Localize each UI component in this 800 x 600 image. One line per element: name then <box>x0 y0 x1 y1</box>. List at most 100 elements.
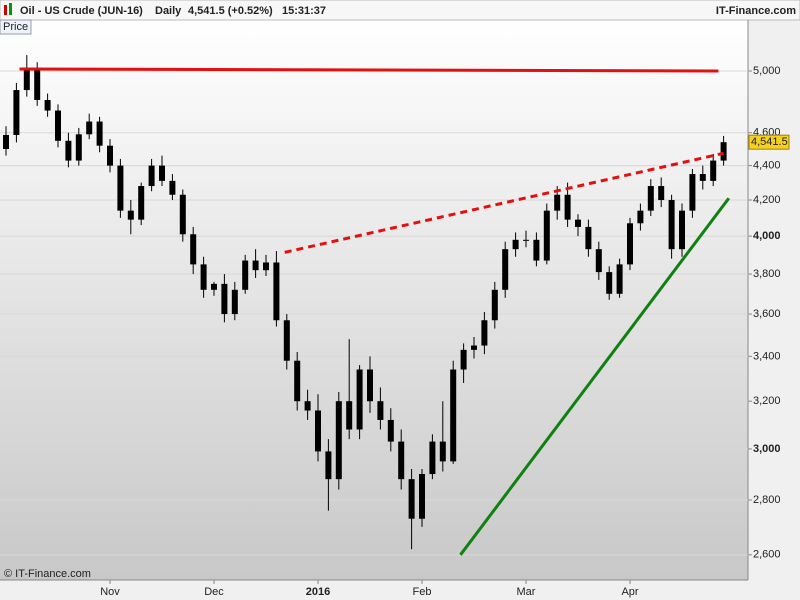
candle-body <box>211 283 217 290</box>
y-tick-label: 4,200 <box>753 194 781 206</box>
candle-body <box>65 140 72 161</box>
candle-body <box>252 260 259 271</box>
candle-body <box>3 134 9 149</box>
candle-body <box>148 165 155 187</box>
trendline <box>459 197 730 556</box>
candle-body <box>564 194 571 220</box>
candle-body <box>159 165 165 181</box>
candle-body <box>86 121 93 135</box>
candle-body <box>637 210 644 224</box>
y-tick-label: 2,800 <box>753 494 781 506</box>
candle-body <box>460 349 467 370</box>
y-tick-label: 4,400 <box>753 160 781 172</box>
last-price-box <box>748 134 790 150</box>
candle-body <box>117 165 124 211</box>
candle-body <box>575 219 581 227</box>
candle-body <box>242 260 249 290</box>
footer: © IT-Finance.com <box>4 568 91 580</box>
candle-body <box>138 186 145 220</box>
instrument: Oil - US Crude (JUN-16) <box>20 5 143 17</box>
quote: 4,541.5 (+0.52%) <box>188 5 273 17</box>
candle-body <box>689 174 696 211</box>
candle-body <box>429 441 436 475</box>
candle-body <box>377 401 384 420</box>
plot-layer <box>0 55 748 556</box>
candle-body <box>315 410 321 452</box>
candle-body <box>658 186 665 201</box>
candle-body <box>543 210 550 261</box>
candle-body <box>34 69 41 100</box>
candle-body <box>200 264 207 290</box>
candle-body <box>367 369 373 402</box>
candle-body <box>13 90 20 135</box>
candle-body <box>533 239 540 261</box>
y-tick-label: 3,800 <box>753 268 781 280</box>
candle-body <box>325 451 332 480</box>
candle-body <box>647 186 654 211</box>
candle-body <box>398 441 405 480</box>
candle-body <box>127 210 134 220</box>
candle-body <box>387 419 394 442</box>
app-icon <box>4 3 12 15</box>
candle-body <box>408 479 415 519</box>
candle-body <box>44 99 51 111</box>
candle-body <box>606 272 613 294</box>
candle-body <box>450 369 457 462</box>
x-tick-label: Feb <box>413 586 432 598</box>
header-bar <box>0 0 800 21</box>
candle-body <box>585 226 592 250</box>
last-price-label: 4,541.5 <box>751 136 788 148</box>
x-tick-label: Mar <box>517 586 536 598</box>
candle-body <box>356 369 363 430</box>
candle-body <box>523 239 529 241</box>
y-tick-label: 5,000 <box>753 65 781 77</box>
candle-body <box>679 210 685 250</box>
x-tick-label: Nov <box>100 586 120 598</box>
candle-body <box>554 194 561 211</box>
y-tick-label: 3,400 <box>753 350 781 362</box>
candle-body <box>23 69 30 91</box>
y-tick-label: 2,600 <box>753 549 781 561</box>
candle-body <box>179 194 186 235</box>
panel-label: Price <box>3 21 28 33</box>
candle-body <box>699 174 706 181</box>
candle-body <box>720 142 727 161</box>
candle-body <box>512 239 519 250</box>
x-tick-label: Apr <box>621 586 638 598</box>
candle-body <box>283 320 290 361</box>
plot-area <box>0 20 748 580</box>
panel-label-box <box>0 19 32 35</box>
brand: IT-Finance.com <box>716 5 796 17</box>
candle-body <box>190 234 197 265</box>
period: Daily <box>155 5 182 17</box>
candle-body <box>55 110 61 141</box>
y-tick-label: 3,200 <box>753 395 781 407</box>
candle-body <box>221 283 228 315</box>
candle-body <box>595 249 602 273</box>
y-tick-label: 3,600 <box>753 308 781 320</box>
x-tick-label: Dec <box>204 586 224 598</box>
candle-body <box>107 145 113 166</box>
candle-body <box>231 289 238 315</box>
candle-body <box>419 474 425 519</box>
candle-body <box>75 134 82 161</box>
candle-body <box>96 121 103 146</box>
trendline <box>284 151 724 254</box>
candle-body <box>169 180 176 195</box>
candle-body <box>491 289 498 321</box>
candle-body <box>346 401 353 430</box>
trendline <box>19 67 719 73</box>
candle-body <box>710 160 717 181</box>
candle-body <box>304 401 311 411</box>
time: 15:31:37 <box>282 5 326 17</box>
y-tick-label: 4,000 <box>753 230 781 242</box>
candle-body <box>263 262 269 271</box>
y-tick-label: 3,000 <box>753 443 781 455</box>
candle-body <box>439 441 446 462</box>
candle-body <box>616 264 623 294</box>
x-tick-label: 2016 <box>306 586 330 598</box>
candle-body <box>335 401 342 480</box>
candle-body <box>627 223 633 265</box>
candle-body <box>668 200 675 250</box>
